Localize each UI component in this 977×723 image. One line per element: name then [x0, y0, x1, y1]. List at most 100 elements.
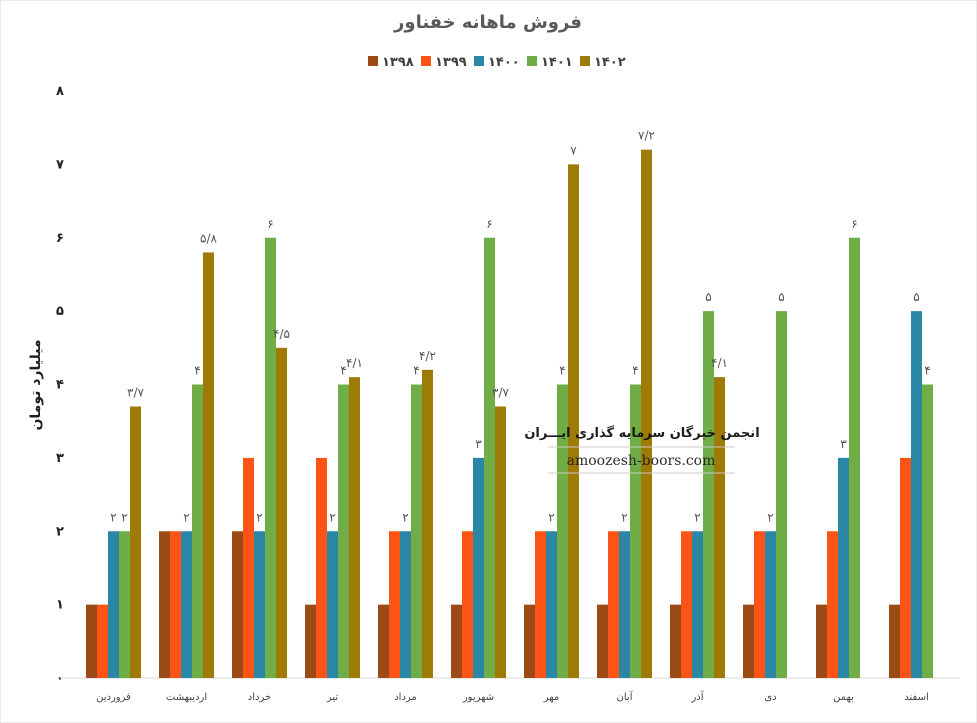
bar-1402: [276, 347, 287, 678]
bar-1400: [619, 531, 630, 678]
bar-1399: [608, 531, 619, 678]
bar-1398: [378, 604, 389, 678]
x-tick-label: اردیبهشت: [166, 692, 207, 703]
data-label: ۲: [694, 510, 700, 524]
bar-1398: [305, 604, 316, 678]
bar-1401: [192, 384, 203, 678]
bar-1400: [838, 457, 849, 678]
bar-1402: [568, 164, 579, 678]
bar-1400: [765, 531, 776, 678]
legend-label-1401: ۱۴۰۱: [541, 55, 573, 70]
bar-1400: [254, 531, 265, 678]
data-label: ۴: [340, 364, 346, 378]
bar-1400: [692, 531, 703, 678]
data-label: ۴/۵: [273, 327, 290, 341]
x-tick-label: شهریور: [462, 692, 494, 703]
data-label: ۳: [475, 437, 482, 451]
bar-1399: [97, 604, 108, 678]
watermark: انجمن خبرگان سرمایه گذاری ایـــران amooz…: [524, 425, 760, 474]
bar-1400: [400, 531, 411, 678]
legend-swatch-1402: [580, 56, 590, 66]
data-label: ۵: [778, 290, 784, 304]
data-label: ۴/۲: [419, 349, 436, 363]
bar-1398: [232, 531, 243, 678]
data-label: ۲: [121, 510, 127, 524]
bar-1399: [754, 531, 765, 678]
watermark-url: amoozesh-boors.com: [567, 453, 716, 469]
data-label: ۳: [840, 437, 847, 451]
bar-1402: [495, 406, 506, 678]
data-label: ۴: [559, 364, 565, 378]
x-tick-label: تیر: [326, 692, 339, 703]
data-label: ۴: [924, 364, 930, 378]
bar-1398: [597, 604, 608, 678]
y-tick-label: ۱: [56, 598, 64, 613]
bar-1402: [641, 149, 652, 678]
bar-1398: [524, 604, 535, 678]
data-label: ۴: [194, 364, 200, 378]
x-tick-label: دی: [764, 692, 776, 703]
y-tick-label: ۳: [56, 451, 64, 466]
bar-1402: [130, 406, 141, 678]
legend-swatch-1400: [474, 56, 484, 66]
data-label: ۲: [183, 510, 189, 524]
legend-swatch-1401: [527, 56, 537, 66]
data-label: ۵/۸: [200, 231, 217, 245]
legend-label-1402: ۱۴۰۲: [594, 55, 626, 70]
data-label: ۵: [913, 290, 919, 304]
data-label: ۷/۲: [638, 129, 655, 143]
data-label: ۳/۷: [127, 386, 144, 400]
y-tick-label: ۵: [56, 304, 64, 319]
data-label: ۲: [402, 510, 408, 524]
bar-1400: [181, 531, 192, 678]
bar-1399: [462, 531, 473, 678]
y-tick-label: ۴: [56, 378, 64, 393]
bar-1401: [265, 237, 276, 678]
legend-swatch-1399: [421, 56, 431, 66]
bar-1402: [714, 377, 725, 678]
bar-1399: [243, 457, 254, 678]
legend-label-1399: ۱۳۹۹: [435, 55, 467, 70]
bar-1401: [630, 384, 641, 678]
watermark-title: انجمن خبرگان سرمایه گذاری ایـــران: [524, 425, 759, 441]
y-tick-label: ۷: [56, 157, 64, 172]
bar-1401: [119, 531, 130, 678]
bar-1398: [889, 604, 900, 678]
x-tick-label: خرداد: [248, 692, 271, 703]
x-tick-label: فروردین: [96, 692, 131, 703]
data-label: ۲: [329, 510, 335, 524]
bar-1398: [670, 604, 681, 678]
data-label: ۴: [632, 364, 638, 378]
data-label: ۳/۷: [492, 386, 509, 400]
bar-1399: [827, 531, 838, 678]
bar-1400: [911, 311, 922, 678]
chart-title: فروش ماهانه خفناور: [393, 12, 582, 33]
y-tick-label: ۶: [56, 231, 64, 246]
bar-1398: [451, 604, 462, 678]
bar-1398: [743, 604, 754, 678]
y-tick-label: ۲: [56, 524, 64, 539]
bar-1400: [473, 457, 484, 678]
x-axis-ticks: فروردین اردیبهشت خرداد تیر مرداد شهریور مهر آبا…: [96, 690, 929, 703]
legend-label-1398: ۱۳۹۸: [382, 55, 414, 70]
bar-1401: [338, 384, 349, 678]
bars: [86, 149, 933, 679]
x-tick-label: مرداد: [394, 692, 417, 703]
bar-1398: [816, 604, 827, 678]
bar-1399: [535, 531, 546, 678]
legend: ۱۳۹۸ ۱۳۹۹ ۱۴۰۰ ۱۴۰۱ ۱۴۰۲: [368, 55, 626, 70]
data-label: ۷: [570, 143, 577, 157]
bar-1400: [546, 531, 557, 678]
bar-1402: [422, 369, 433, 678]
data-label: ۴/۱: [346, 356, 363, 370]
data-label: ۵: [705, 290, 711, 304]
bar-1398: [86, 604, 97, 678]
bar-1402: [349, 377, 360, 678]
bar-1400: [327, 531, 338, 678]
x-tick-label: مهر: [543, 692, 559, 703]
legend-label-1400: ۱۴۰۰: [488, 55, 520, 70]
bar-1401: [484, 237, 495, 678]
y-tick-label: ۸: [56, 84, 64, 99]
